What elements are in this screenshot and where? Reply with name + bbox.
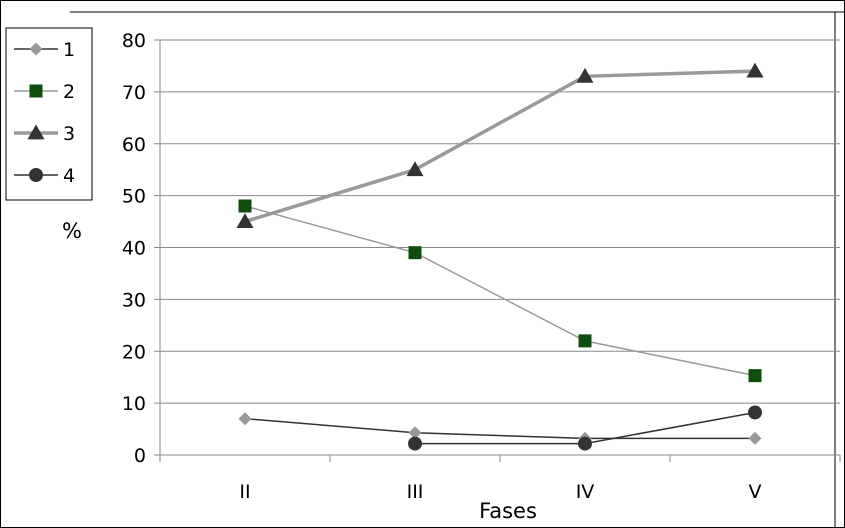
y-tick-label: 0 xyxy=(134,445,146,467)
x-tick-label: IV xyxy=(576,481,595,503)
series-line-1 xyxy=(244,417,755,440)
data-point-series-1 xyxy=(238,412,252,426)
data-point-series-4 xyxy=(748,405,762,420)
legend-marker-1 xyxy=(29,42,43,56)
legend-label-3: 3 xyxy=(63,123,75,145)
y-tick-label: 10 xyxy=(122,393,146,415)
gridlines xyxy=(160,39,840,404)
y-tick-label: 30 xyxy=(122,289,146,311)
data-point-series-3 xyxy=(406,161,424,177)
y-tick-label: 60 xyxy=(122,134,146,156)
y-tick-label: 20 xyxy=(122,341,146,363)
y-tick-label: 40 xyxy=(122,238,146,260)
y-tick-label: 50 xyxy=(122,186,146,208)
data-point-series-2 xyxy=(238,199,252,213)
legend-marker-3 xyxy=(27,124,45,140)
series-layer xyxy=(236,62,764,451)
data-point-series-3 xyxy=(576,67,594,83)
y-tick-label: 80 xyxy=(122,30,146,52)
data-point-series-1 xyxy=(408,426,422,440)
data-point-series-2 xyxy=(408,246,422,260)
data-point-series-3 xyxy=(236,213,254,228)
x-axis-label: Fases xyxy=(479,499,537,523)
legend-label-2: 2 xyxy=(63,81,75,103)
y-tick-label: 70 xyxy=(122,82,146,104)
legend-box xyxy=(5,27,93,201)
y-axis-label: % xyxy=(62,219,82,243)
data-point-series-4 xyxy=(578,436,592,451)
series-line-2 xyxy=(244,205,756,377)
data-point-series-4 xyxy=(408,436,422,451)
data-point-series-2 xyxy=(748,369,762,383)
legend-marker-2 xyxy=(29,84,43,98)
legend-label-4: 4 xyxy=(63,165,75,187)
x-tick-label: III xyxy=(407,481,424,503)
legend: 1 2 3 4 xyxy=(5,27,93,201)
legend-marker-4 xyxy=(29,168,43,182)
x-tick-label: V xyxy=(749,481,762,503)
data-point-series-2 xyxy=(578,334,592,348)
series-line-3 xyxy=(244,69,756,224)
data-point-series-3 xyxy=(746,62,764,78)
x-tick-label: II xyxy=(239,481,250,503)
legend-label-1: 1 xyxy=(63,39,75,61)
data-point-series-1 xyxy=(748,431,762,445)
